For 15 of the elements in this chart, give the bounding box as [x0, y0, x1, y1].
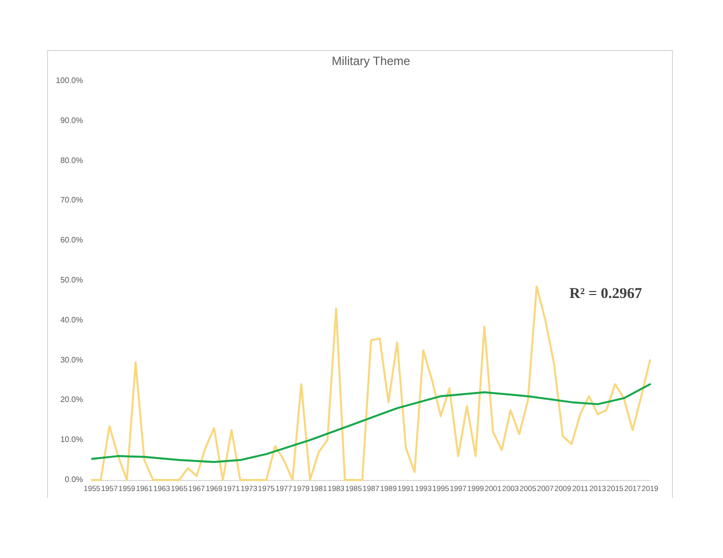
chart-title: Military Theme — [332, 54, 411, 68]
y-tick-label: 10.0% — [60, 435, 83, 444]
y-tick-label: 20.0% — [60, 395, 83, 404]
y-tick-label: 90.0% — [60, 116, 83, 125]
annotation: R² = 0.2967 — [569, 286, 642, 302]
y-tick-label: 80.0% — [60, 156, 83, 165]
y-tick-label: 40.0% — [60, 315, 83, 324]
y-tick-label: 70.0% — [60, 196, 83, 205]
y-tick-label: 30.0% — [60, 355, 83, 364]
y-tick-label: 60.0% — [60, 236, 83, 245]
line-series — [91, 285, 651, 481]
y-tick-label: 0.0% — [64, 475, 83, 484]
y-tick-label: 50.0% — [60, 276, 83, 284]
y-tick-label: 100.0% — [56, 76, 83, 85]
line-series — [91, 383, 651, 464]
